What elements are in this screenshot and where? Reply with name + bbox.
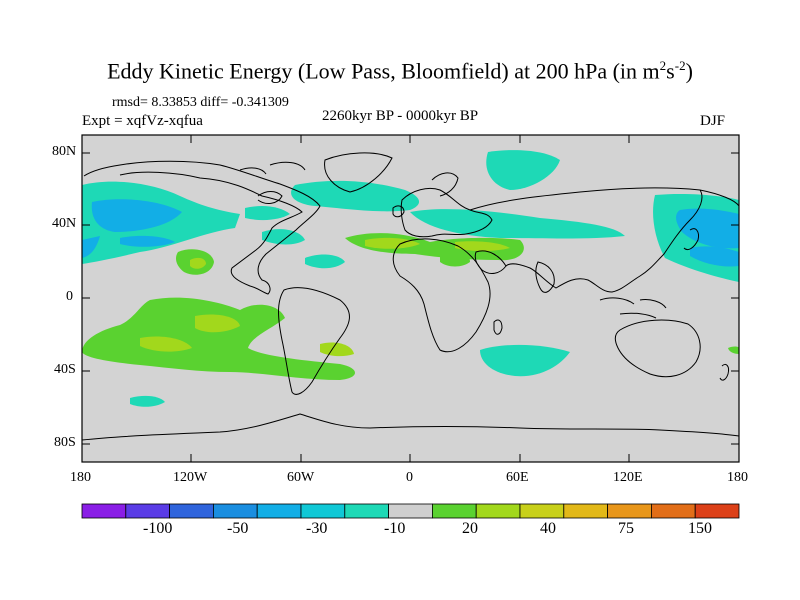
experiment-label: Expt = xqfVz-xqfua: [82, 113, 203, 129]
coast-indonesia: [599, 297, 667, 319]
coast-new-zealand: [719, 363, 729, 381]
field-npacific-deep: [120, 235, 175, 247]
field-atlantic-yellow: [365, 237, 420, 249]
x-tick-label: 120E: [613, 470, 643, 485]
coastlines: [81, 152, 740, 441]
coast-africa: [392, 238, 491, 353]
colorbar-box: [519, 503, 565, 519]
colorbar-label: 40: [540, 520, 556, 537]
field-canada-cyan: [245, 206, 290, 221]
coast-south-america: [278, 287, 350, 395]
field-npacific-cyan2: [82, 236, 100, 258]
colorbar-label: -50: [227, 520, 249, 537]
coast-arabia: [474, 250, 507, 274]
colorbar-label: 75: [618, 520, 634, 537]
y-tick-label: 80N: [52, 144, 77, 159]
coast-madagascar: [493, 319, 503, 335]
x-tick-label: 180: [70, 470, 91, 485]
colorbar-box: [607, 503, 652, 519]
field-atl-cyan2: [262, 229, 305, 245]
colorbar-box: [256, 503, 302, 519]
field-mideast-green: [440, 249, 470, 267]
anomaly-fields: [82, 150, 739, 407]
coast-asia: [469, 187, 740, 293]
x-tick-label: 0: [406, 470, 413, 485]
colorbar-box: [431, 503, 477, 519]
x-tick-label: 120W: [173, 470, 208, 485]
colorbar-box: [300, 503, 346, 519]
field-spac-yellow1: [195, 314, 240, 333]
colorbar-box: [81, 503, 127, 519]
coast-antarctica: [81, 413, 740, 441]
colorbar-box: [212, 503, 258, 519]
x-tick-label: 180: [727, 470, 748, 485]
field-southocean-cyan: [130, 395, 165, 407]
field-tropatl-cyan: [305, 254, 345, 269]
y-tick-label: 40S: [54, 362, 76, 377]
colorbar-box: [694, 503, 740, 519]
coast-greenland: [324, 152, 393, 193]
colorbar-box: [388, 503, 433, 519]
field-sindian-cyan: [480, 344, 570, 377]
colorbar-label: 150: [688, 520, 712, 537]
colorbar-label: -10: [384, 520, 406, 537]
chart-title: Eddy Kinetic Energy (Low Pass, Bloomfiel…: [107, 58, 693, 84]
colorbar: [81, 503, 740, 519]
coast-north-america: [83, 160, 321, 295]
field-natlantic-cyan: [291, 180, 420, 212]
colorbar-box: [169, 503, 214, 519]
season-label: DJF: [700, 113, 726, 129]
colorbar-label: 20: [462, 520, 478, 537]
coast-japan: [683, 228, 699, 251]
field-spac-yellow2: [140, 336, 192, 352]
field-hawaii-yellow: [190, 257, 206, 269]
coast-hudson: [257, 191, 283, 204]
coast-uk: [392, 205, 405, 218]
coast-scandinavia: [431, 172, 459, 197]
y-tick-label: 80S: [54, 435, 76, 450]
colorbar-label: -30: [306, 520, 328, 537]
y-tick-marks: [82, 152, 739, 445]
field-mena-yellow: [455, 241, 510, 251]
coast-india: [535, 261, 555, 293]
field-siberia-cyan: [410, 209, 625, 239]
coast-arctic-islands: [239, 161, 306, 175]
colorbar-box: [344, 503, 389, 519]
colorbar-box: [125, 503, 171, 519]
period-label: 2260kyr BP - 0000kyr BP: [322, 108, 479, 124]
field-spac-green: [82, 297, 355, 380]
colorbar-box: [475, 503, 521, 519]
y-tick-label: 40N: [52, 216, 77, 231]
colorbar-label: -100: [143, 520, 173, 537]
field-australia-green: [728, 346, 739, 354]
field-spac-yellow3: [320, 342, 354, 357]
stats-label: rmsd= 8.33853 diff= -0.341309: [112, 95, 289, 110]
coast-australia: [614, 319, 701, 378]
field-arctic-cyan: [486, 150, 560, 190]
x-tick-marks: [81, 135, 740, 462]
field-npacific-blue: [91, 199, 182, 232]
x-tick-label: 60E: [506, 470, 529, 485]
x-tick-label: 60W: [287, 470, 315, 485]
colorbar-box: [563, 503, 608, 519]
field-wpac-blue2: [690, 246, 739, 267]
colorbar-box: [651, 503, 696, 519]
y-tick-label: 0: [66, 289, 73, 304]
coast-europe: [400, 187, 493, 238]
